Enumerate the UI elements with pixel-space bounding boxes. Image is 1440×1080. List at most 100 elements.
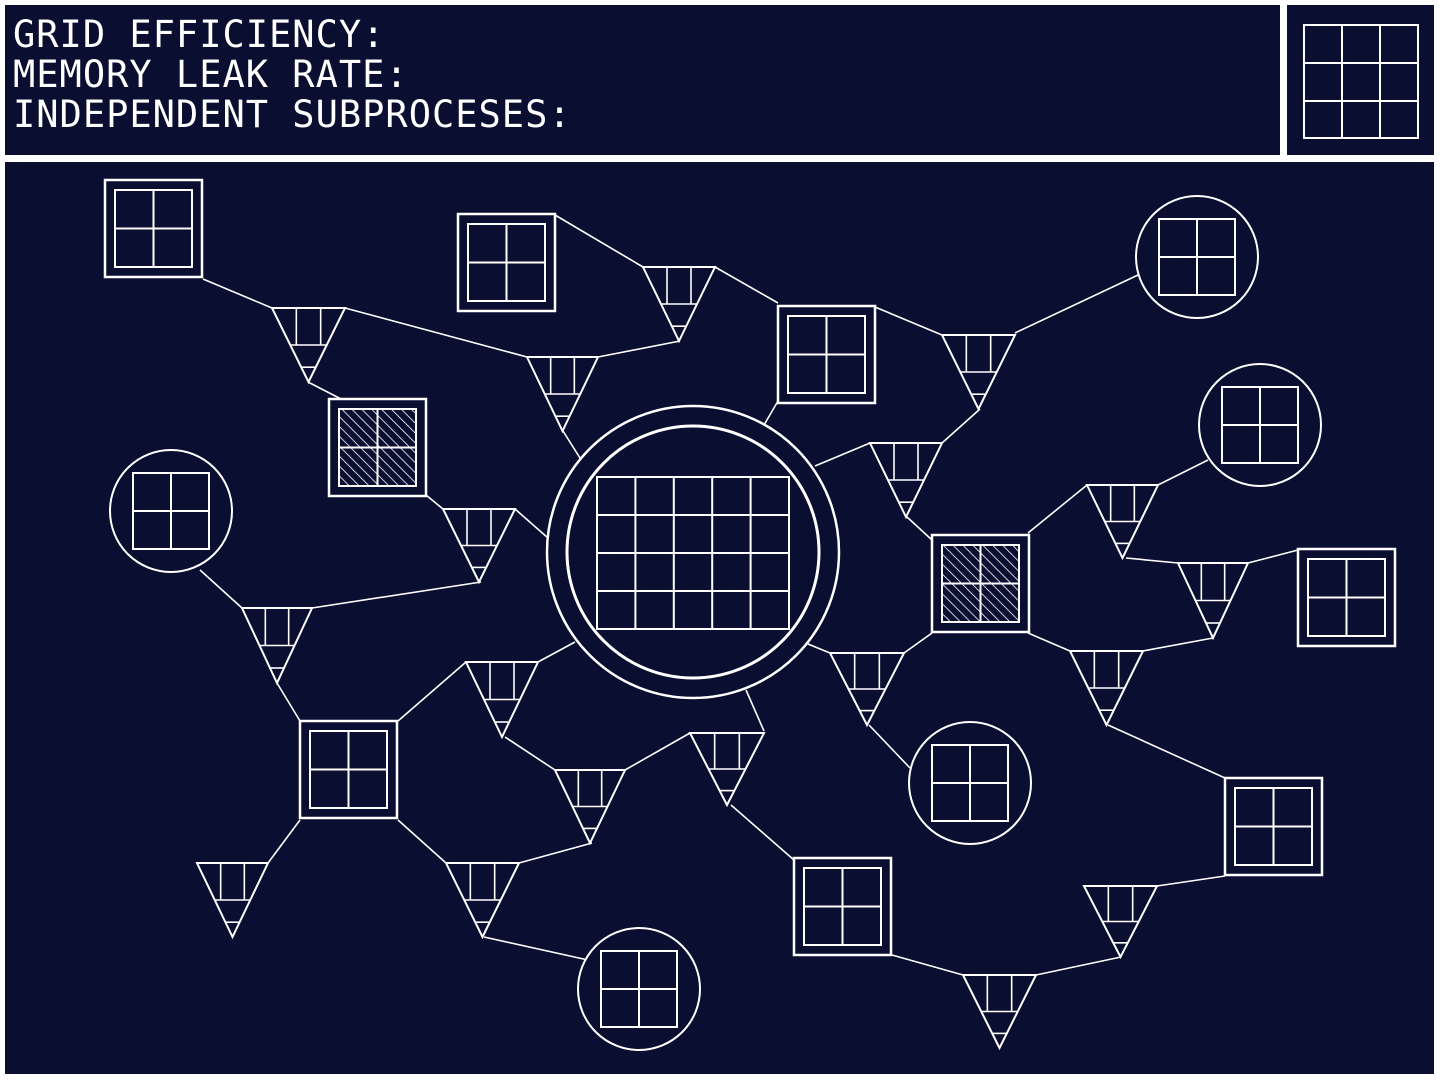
connection-line: [397, 661, 467, 722]
stats-list: GRID EFFICIENCY: MEMORY LEAK RATE: INDEP…: [13, 15, 572, 135]
connection-line: [763, 400, 779, 426]
connection-line: [903, 632, 933, 654]
processor-grid-icon: [1234, 787, 1313, 866]
network-map-canvas: [103, 178, 1397, 1051]
processor-grid-icon: [467, 223, 546, 302]
core-node[interactable]: [545, 404, 841, 700]
connection-line: [714, 266, 779, 304]
connection-line: [906, 516, 933, 541]
processor-grid-icon: [941, 544, 1020, 623]
connection-line: [941, 408, 981, 444]
grid-efficiency-label: GRID EFFICIENCY:: [13, 13, 386, 56]
connector-triangle-icon[interactable]: [553, 769, 627, 846]
connector-triangle-icon[interactable]: [940, 334, 1017, 412]
circle-node[interactable]: [1198, 363, 1322, 487]
connector-triangle-icon[interactable]: [195, 862, 270, 940]
processor-grid-icon: [132, 472, 210, 550]
connector-triangle-icon[interactable]: [464, 661, 540, 740]
connection-line: [514, 508, 549, 539]
connector-triangle-icon[interactable]: [1068, 650, 1145, 728]
connection-line: [267, 819, 301, 864]
connection-line: [874, 306, 943, 336]
connection-line: [624, 732, 691, 771]
connector-triangle-icon[interactable]: [441, 508, 517, 585]
connection-line: [807, 643, 831, 654]
connection-line: [891, 954, 964, 976]
connection-line: [814, 442, 871, 467]
connection-line: [1027, 484, 1088, 534]
nodes: [103, 178, 1397, 1051]
independent-subprocesses-label: INDEPENDENT SUBPROCESES:: [13, 93, 572, 136]
processor-grid-icon: [309, 730, 388, 809]
connection-line: [311, 581, 482, 609]
connection-line: [518, 842, 593, 864]
connector-triangle-icon[interactable]: [1085, 484, 1160, 561]
processor-node[interactable]: [792, 856, 893, 957]
processor-node[interactable]: [776, 304, 877, 405]
connection-line: [504, 736, 556, 771]
connection-line: [1035, 956, 1122, 976]
circle-node[interactable]: [1135, 195, 1259, 319]
processor-grid-icon: [787, 315, 866, 394]
processor-node[interactable]: [456, 212, 557, 313]
processor-node[interactable]: [1296, 547, 1397, 648]
processor-grid-icon: [600, 950, 678, 1028]
connector-triangle-icon[interactable]: [444, 862, 521, 940]
processor-node-active[interactable]: [930, 533, 1031, 634]
circle-node[interactable]: [577, 927, 701, 1051]
core-grid-icon: [596, 476, 790, 630]
connection-line: [1247, 549, 1299, 564]
connection-line: [1156, 875, 1226, 887]
connector-triangle-icon[interactable]: [525, 356, 600, 434]
connection-line: [202, 278, 273, 309]
connection-line: [483, 936, 589, 961]
connection-line: [554, 214, 644, 268]
circle-node[interactable]: [908, 721, 1032, 845]
processor-node-active[interactable]: [327, 397, 428, 498]
connector-triangle-icon[interactable]: [828, 652, 906, 728]
processor-grid-icon: [1221, 386, 1299, 464]
connector-triangle-icon[interactable]: [1082, 885, 1159, 960]
processor-node[interactable]: [1223, 776, 1324, 877]
minimap-grid-icon[interactable]: [1287, 5, 1434, 155]
minimap-panel: [1287, 5, 1434, 155]
connection-line: [397, 819, 447, 864]
connector-triangle-icon[interactable]: [868, 442, 944, 520]
connection-line: [730, 804, 795, 861]
memory-leak-rate-label: MEMORY LEAK RATE:: [13, 53, 409, 96]
connection-line: [425, 494, 444, 510]
connection-line: [1142, 637, 1214, 652]
connection-line: [597, 340, 681, 358]
processor-grid-icon: [338, 408, 417, 487]
connectors: [195, 266, 1250, 1051]
connection-line: [745, 689, 765, 732]
connection-line: [276, 682, 301, 722]
connection-line: [1027, 632, 1071, 652]
connection-lines: [199, 214, 1299, 976]
connector-triangle-icon[interactable]: [240, 607, 314, 686]
processor-grid-icon: [803, 867, 882, 946]
stats-panel: GRID EFFICIENCY: MEMORY LEAK RATE: INDEP…: [5, 5, 1280, 155]
connector-triangle-icon[interactable]: [688, 732, 766, 808]
connection-line: [1125, 557, 1179, 564]
connector-triangle-icon[interactable]: [641, 266, 717, 344]
processor-grid-icon: [931, 744, 1009, 822]
network-map: [5, 162, 1434, 1074]
connection-line: [537, 641, 576, 663]
connector-triangle-icon[interactable]: [961, 974, 1038, 1051]
connection-line: [1014, 274, 1139, 334]
connection-line: [307, 381, 344, 401]
processor-grid-icon: [1307, 558, 1386, 637]
processor-grid-icon: [1158, 218, 1236, 296]
connector-triangle-icon[interactable]: [1176, 562, 1250, 641]
connection-line: [1107, 724, 1226, 779]
connection-line: [344, 307, 528, 358]
processor-node[interactable]: [103, 178, 204, 279]
circle-node[interactable]: [109, 449, 233, 573]
connection-line: [1157, 459, 1209, 486]
connection-line: [868, 724, 911, 769]
processor-node[interactable]: [298, 719, 399, 820]
connection-line: [199, 569, 243, 609]
connector-triangle-icon[interactable]: [270, 307, 347, 385]
processor-grid-icon: [114, 189, 193, 268]
